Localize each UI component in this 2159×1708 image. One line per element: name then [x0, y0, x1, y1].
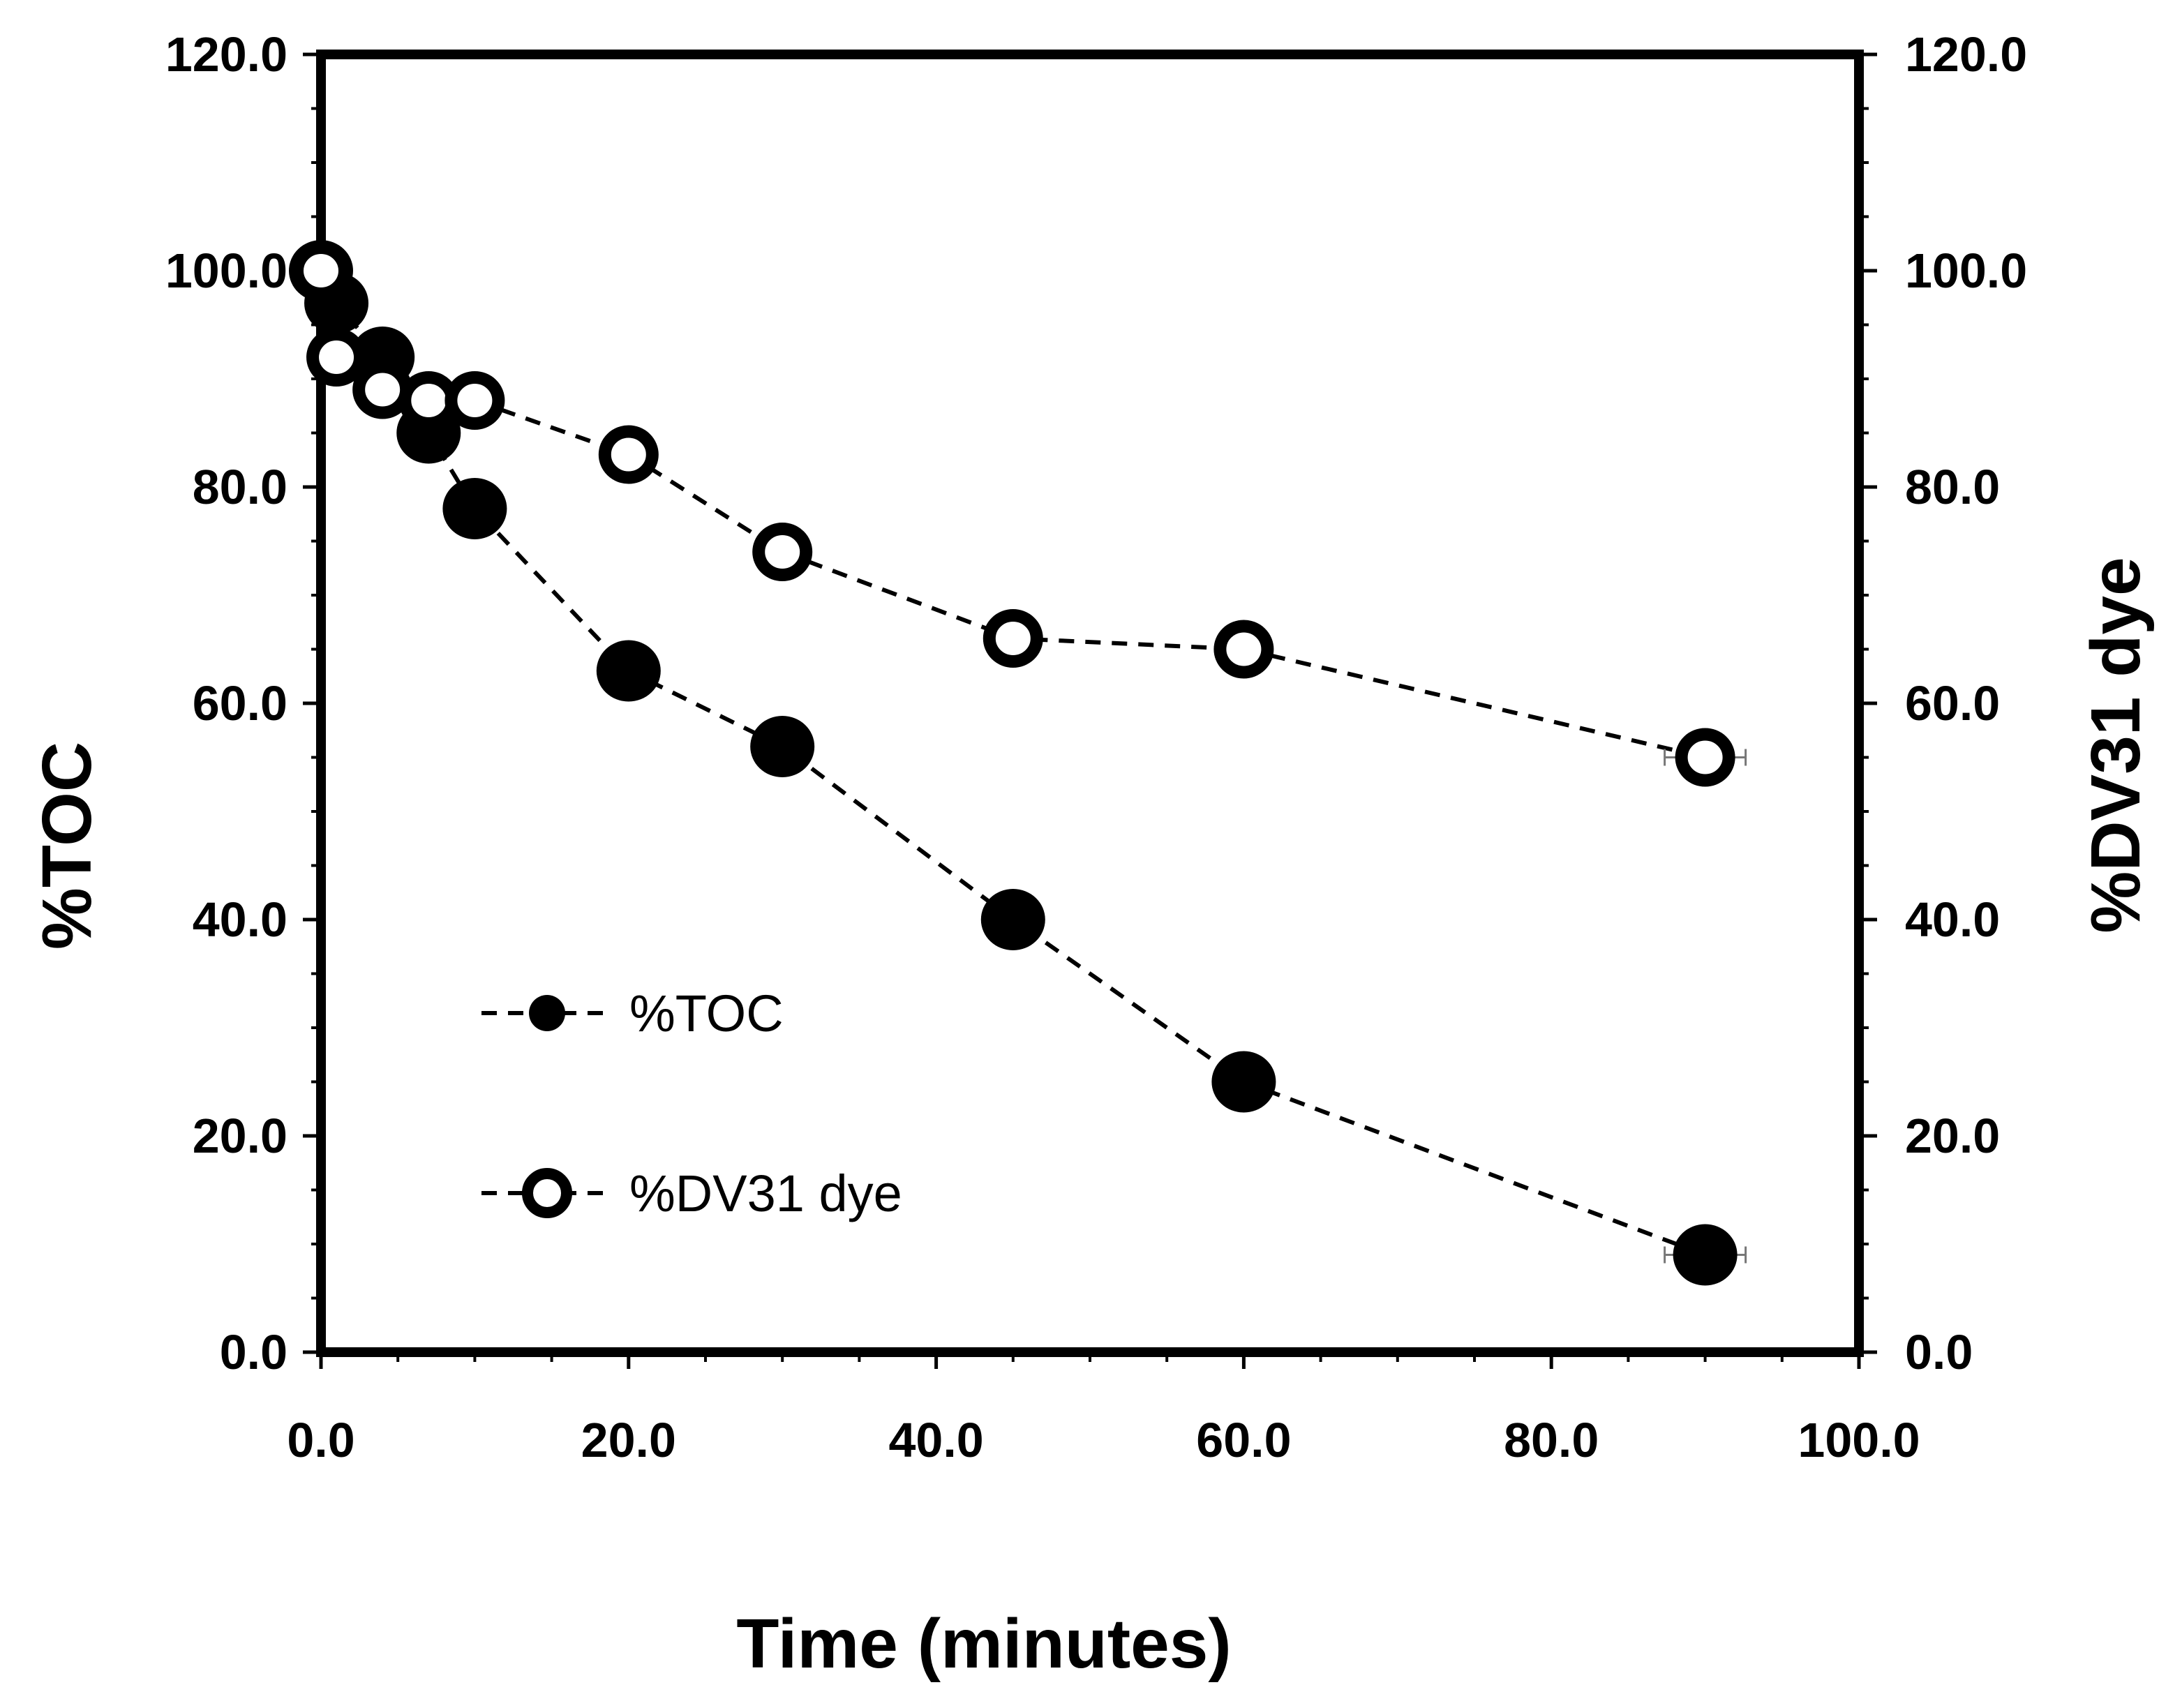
dye-point: [598, 425, 659, 484]
x-tick-label: 60.0: [1196, 1413, 1291, 1467]
y-tick-label: 80.0: [193, 460, 287, 514]
x-tick-label: 40.0: [888, 1413, 983, 1467]
y2-tick-label: 80.0: [1905, 460, 2000, 514]
y-tick-label: 120.0: [165, 27, 287, 82]
plot-frame: [316, 50, 1864, 1357]
toc-point: [750, 716, 815, 777]
toc-point: [442, 478, 507, 539]
y2-tick-label: 100.0: [1905, 244, 2027, 298]
dye-point: [983, 609, 1043, 668]
dye-point: [306, 328, 367, 387]
y2-tick-label: 0.0: [1905, 1325, 1973, 1379]
legend-marker-toc: [529, 995, 565, 1031]
dye-point: [1675, 728, 1735, 787]
y2-tick-label: 40.0: [1905, 892, 2000, 947]
dye-point: [444, 371, 505, 430]
x-axis-title: Time (minutes): [736, 1605, 1231, 1683]
y-tick-label: 60.0: [193, 676, 287, 731]
y-tick-label: 20.0: [193, 1109, 287, 1163]
y2-tick-label: 120.0: [1905, 27, 2027, 82]
dye-point: [291, 241, 351, 300]
data-series: [289, 240, 1747, 1286]
y2-tick-label: 20.0: [1905, 1109, 2000, 1163]
x-tick-label: 0.0: [287, 1413, 354, 1467]
dye-series-line: [319, 270, 1706, 760]
tick-labels: 0.0 20.0 40.0 60.0 80.0 100.0 120.0 0.0 20.0 40.0…: [165, 27, 2027, 1467]
legend: %TOC %DV31 dye: [481, 984, 902, 1222]
x-tick-label: 20.0: [581, 1413, 676, 1467]
y-tick-label: 40.0: [193, 892, 287, 947]
toc-point: [980, 889, 1045, 950]
dye-point: [1213, 620, 1274, 679]
plot-frame-box: [316, 50, 1864, 1357]
y-tick-label: 0.0: [220, 1325, 287, 1379]
legend-marker-dye: [522, 1168, 572, 1218]
toc-point: [1673, 1224, 1738, 1286]
dye-point: [752, 523, 813, 581]
y2-tick-label: 60.0: [1905, 676, 2000, 731]
legend-label-dye: %DV31 dye: [629, 1164, 902, 1222]
y-tick-label: 100.0: [165, 244, 287, 298]
y2-axis-title: %DV31 dye: [2077, 557, 2155, 933]
toc-point: [596, 640, 661, 702]
y-axis-title: %TOC: [28, 742, 106, 950]
x-tick-label: 100.0: [1798, 1413, 1920, 1467]
legend-label-toc: %TOC: [629, 984, 784, 1042]
x-tick-label: 80.0: [1504, 1413, 1599, 1467]
toc-point: [1211, 1051, 1276, 1113]
